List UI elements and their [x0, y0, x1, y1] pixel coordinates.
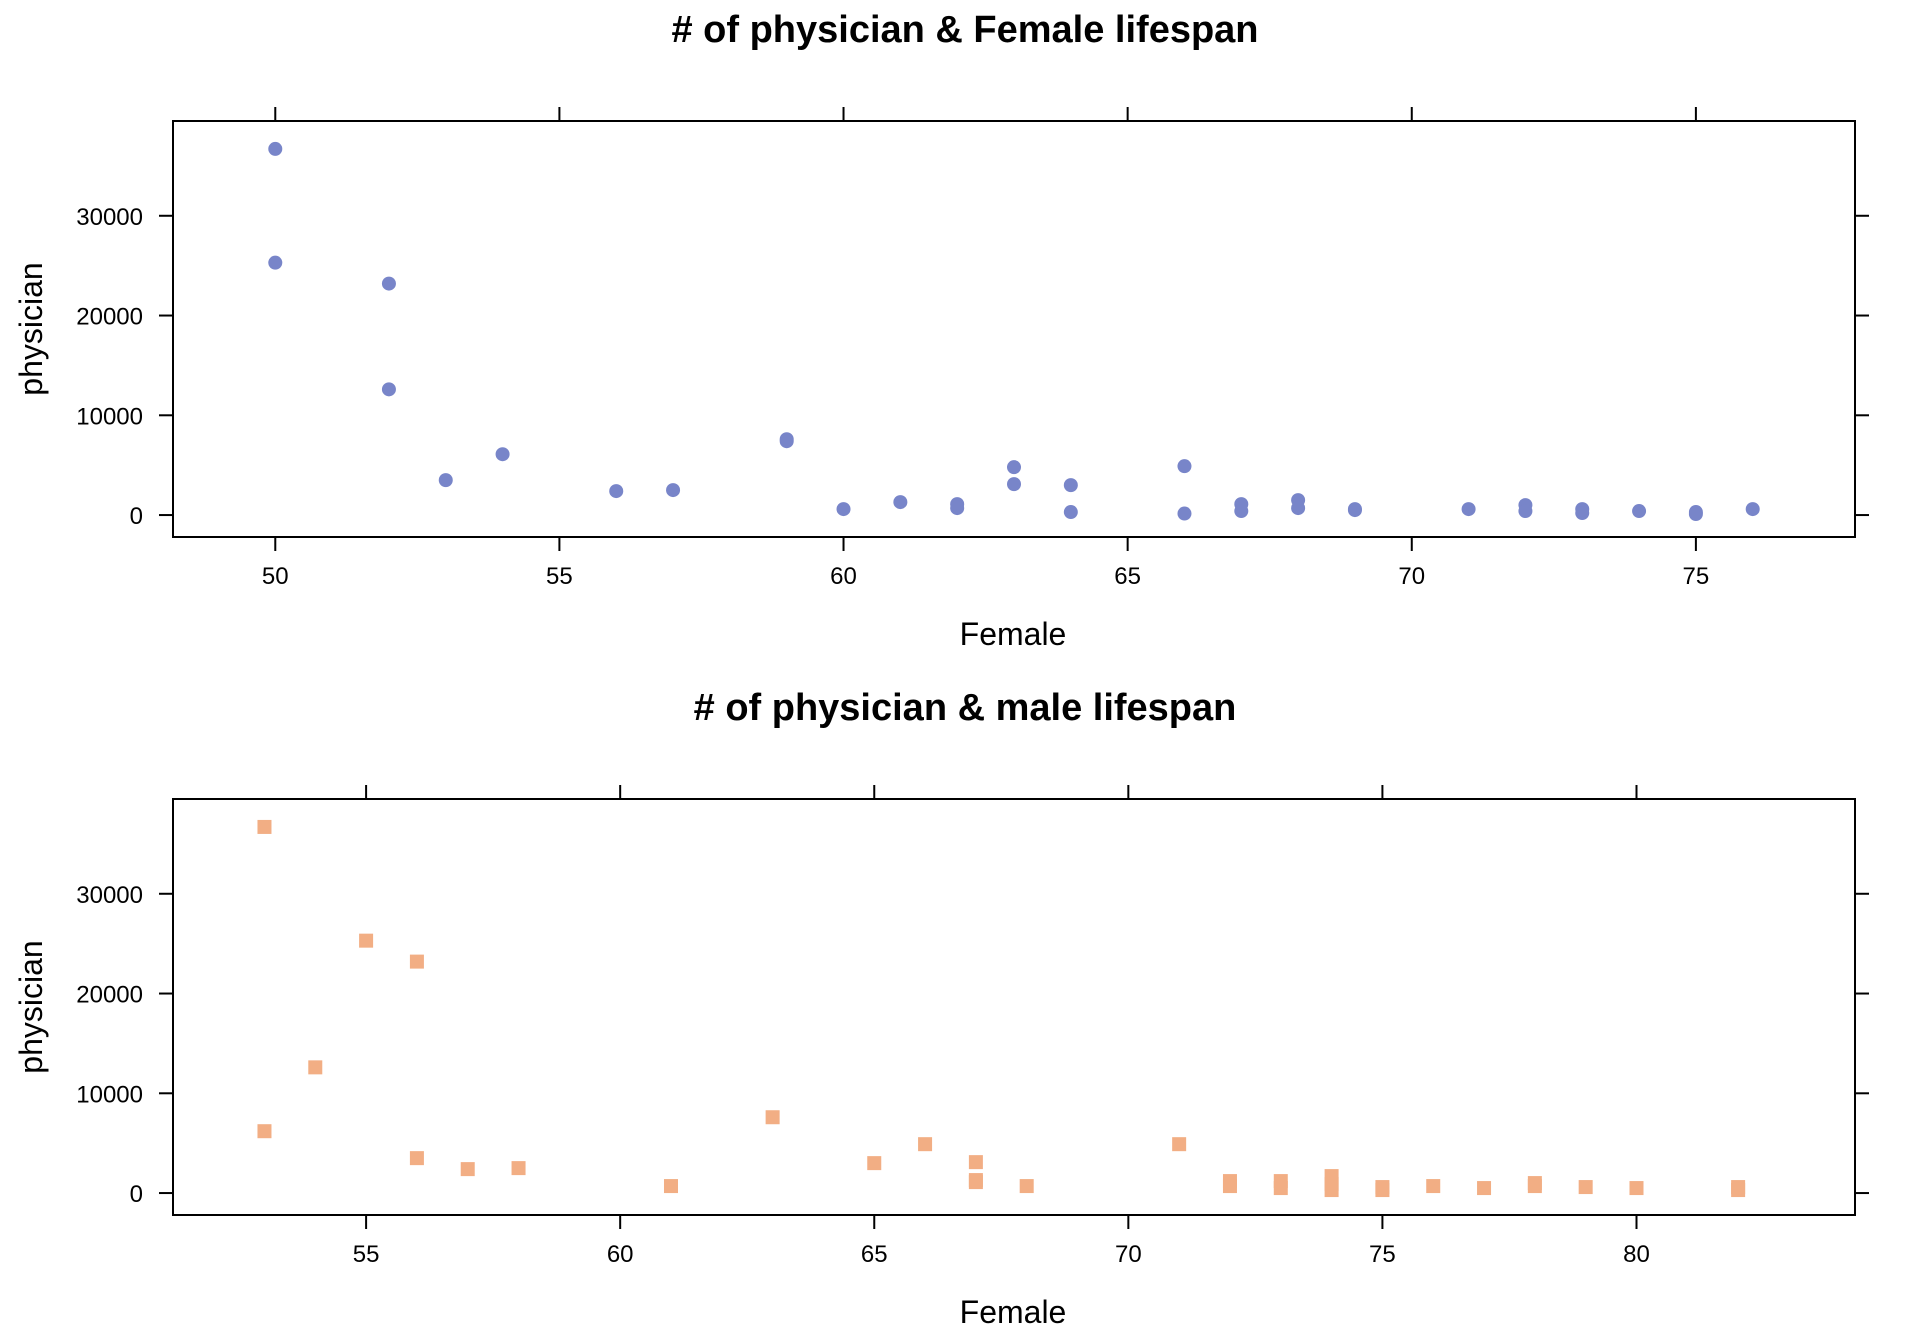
data-point: [495, 447, 510, 462]
data-point: [1632, 504, 1647, 519]
plot-frame: [172, 798, 1856, 1216]
data-point: [1222, 1179, 1237, 1194]
data-points: [268, 141, 1760, 522]
data-point: [1375, 1183, 1390, 1198]
y-tick-label: 0: [130, 503, 143, 530]
axis-ticks: 55 60 65 70 75 80 0 10000 20000 30000: [76, 785, 1869, 1268]
data-point: [1575, 506, 1590, 521]
data-point: [765, 1110, 780, 1125]
data-point: [268, 141, 283, 156]
y-tick-label: 10000: [76, 1081, 143, 1108]
data-point: [1629, 1181, 1644, 1196]
data-point: [268, 255, 283, 270]
data-point: [1426, 1179, 1441, 1194]
x-tick-label: 75: [1683, 563, 1710, 590]
data-point: [867, 1156, 882, 1171]
data-point: [1477, 1181, 1492, 1196]
data-point: [381, 382, 396, 397]
data-point: [257, 819, 272, 834]
data-point: [779, 434, 794, 449]
x-tick-label: 70: [1115, 1241, 1142, 1268]
x-tick-label: 60: [607, 1241, 634, 1268]
axis-ticks: 50 55 60 65 70 75 0 10000 20000 30000: [76, 107, 1869, 590]
x-axis-label: Female: [960, 616, 1067, 652]
data-point: [968, 1155, 983, 1170]
data-point: [409, 1151, 424, 1166]
x-tick-label: 80: [1623, 1241, 1650, 1268]
y-tick-label: 30000: [76, 882, 143, 909]
data-point: [1007, 460, 1021, 475]
data-point: [438, 473, 453, 488]
data-point: [1578, 1180, 1593, 1195]
y-tick-label: 20000: [76, 304, 143, 331]
scatter-panel-female: # of physician & Female lifespan Female …: [13, 9, 1869, 652]
x-tick-label: 55: [353, 1241, 380, 1268]
x-tick-label: 65: [861, 1241, 888, 1268]
data-point: [1688, 507, 1703, 522]
data-point: [1177, 506, 1192, 521]
data-point: [666, 483, 681, 498]
y-tick-label: 20000: [76, 982, 143, 1009]
data-point: [918, 1137, 933, 1152]
data-point: [257, 1124, 272, 1139]
data-point: [1172, 1137, 1187, 1152]
scatter-panel-male: # of physician & male lifespan Female ph…: [13, 687, 1869, 1330]
x-tick-label: 50: [262, 563, 289, 590]
y-tick-label: 10000: [76, 403, 143, 430]
data-point: [1234, 504, 1249, 519]
y-tick-label: 0: [130, 1181, 143, 1208]
data-point: [1731, 1183, 1746, 1198]
y-tick-label: 30000: [76, 204, 143, 231]
data-point: [950, 501, 965, 516]
data-point: [893, 495, 908, 510]
data-point: [836, 502, 851, 517]
x-tick-label: 70: [1398, 563, 1425, 590]
data-point: [1527, 1179, 1542, 1194]
data-point: [359, 933, 374, 948]
data-point: [381, 276, 396, 291]
data-point: [308, 1060, 323, 1075]
data-point: [511, 1161, 526, 1176]
data-points: [257, 819, 1746, 1198]
data-point: [1063, 478, 1078, 493]
plot-frame: [172, 120, 1856, 538]
chart-title: # of physician & Female lifespan: [671, 9, 1258, 51]
data-point: [1019, 1179, 1034, 1194]
x-tick-label: 55: [546, 563, 573, 590]
data-point: [609, 484, 624, 499]
x-tick-label: 65: [1114, 563, 1141, 590]
data-point: [1745, 502, 1760, 517]
data-point: [1518, 504, 1533, 519]
data-point: [1007, 477, 1021, 492]
x-tick-label: 60: [830, 563, 857, 590]
x-tick-label: 75: [1369, 1241, 1396, 1268]
x-axis-label: Female: [960, 1294, 1067, 1330]
data-point: [1347, 503, 1362, 518]
data-point: [968, 1175, 983, 1190]
data-point: [1177, 459, 1192, 474]
data-point: [1291, 501, 1306, 516]
chart-title: # of physician & male lifespan: [694, 687, 1237, 729]
y-axis-label: physician: [13, 940, 49, 1073]
data-point: [1324, 1183, 1339, 1198]
data-point: [663, 1179, 678, 1194]
data-point: [1063, 505, 1078, 520]
data-point: [409, 954, 424, 969]
data-point: [460, 1162, 475, 1177]
y-axis-label: physician: [13, 262, 49, 395]
data-point: [1273, 1181, 1288, 1196]
data-point: [1461, 502, 1476, 517]
